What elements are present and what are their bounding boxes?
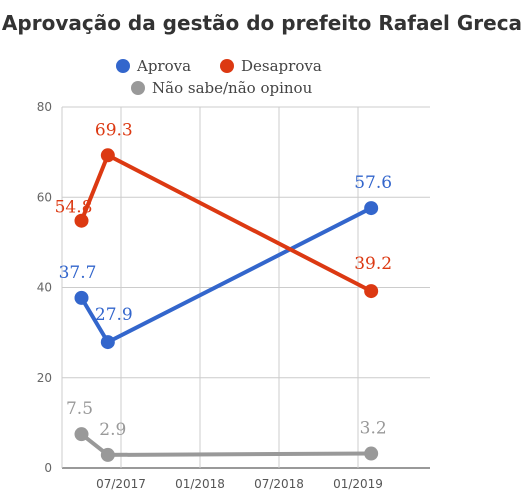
data-label: 3.2 — [360, 419, 387, 439]
data-label: 39.2 — [354, 254, 392, 274]
legend-label: Desaprova — [241, 57, 322, 75]
data-point — [364, 201, 379, 216]
data-point — [100, 447, 115, 462]
axes: 0 20 40 60 80 07/2017 01/2018 07/2018 01/2019 — [37, 100, 383, 491]
y-tick-label: 40 — [37, 281, 52, 295]
y-tick-label: 80 — [37, 100, 52, 114]
data-point — [100, 335, 115, 350]
series-points — [74, 148, 379, 462]
data-label: 2.9 — [99, 420, 126, 440]
data-point — [364, 284, 379, 299]
legend-marker — [131, 81, 145, 95]
data-label: 57.6 — [354, 173, 392, 193]
y-tick-label: 20 — [37, 371, 52, 385]
data-point — [364, 446, 379, 461]
legend-label: Não sabe/não opinou — [152, 79, 313, 97]
grid — [61, 106, 430, 469]
data-label: 7.5 — [66, 399, 93, 419]
legend: Aprova Desaprova Não sabe/não opinou — [116, 57, 322, 97]
data-point — [74, 213, 89, 228]
y-tick-label: 60 — [37, 190, 52, 204]
series-line — [79, 153, 374, 294]
chart-title: Aprovação da gestão do prefeito Rafael G… — [2, 11, 522, 35]
legend-marker — [116, 59, 130, 73]
series-labels: 37.7 27.9 57.6 54.8 69.3 39.2 7.5 2.9 3.2 — [55, 120, 393, 440]
data-label: 37.7 — [59, 263, 97, 283]
data-label: 54.8 — [55, 198, 93, 218]
x-tick-label: 07/2017 — [96, 477, 146, 491]
data-point — [74, 427, 89, 442]
legend-label: Aprova — [136, 57, 191, 75]
x-tick-label: 01/2019 — [333, 477, 383, 491]
data-label: 69.3 — [95, 120, 133, 140]
x-tick-label: 01/2018 — [175, 477, 225, 491]
data-point — [74, 290, 89, 305]
y-tick-label: 0 — [44, 461, 52, 475]
data-label: 27.9 — [95, 305, 133, 325]
x-tick-label: 07/2018 — [254, 477, 304, 491]
data-point — [100, 148, 115, 163]
legend-marker — [220, 59, 234, 73]
